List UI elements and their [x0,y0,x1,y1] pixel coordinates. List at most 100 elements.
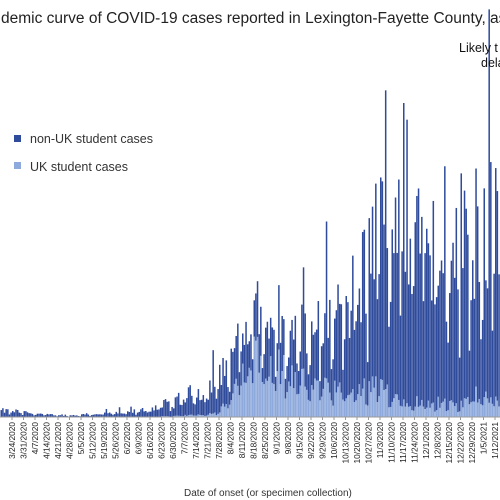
bar-uk-student [245,382,247,417]
bar-non-uk-student [266,321,269,381]
bar-non-uk-student [440,260,443,403]
bar-non-uk-student [25,411,27,417]
bar-non-uk-student [273,329,275,385]
bar-uk-student [437,396,440,417]
bar-uk-student [271,382,274,417]
bar-uk-student [435,410,438,417]
bar-non-uk-student [120,413,122,417]
bar-uk-student [361,388,364,417]
x-tick-label: 4/14/2020 [42,422,52,459]
bar-non-uk-student [89,415,91,417]
bar-non-uk-student [457,289,459,413]
bar-uk-student [337,386,339,417]
bar-uk-student [219,412,221,417]
bar-non-uk-student [370,273,372,393]
bar-uk-student [490,397,492,417]
bar-non-uk-student [452,242,454,403]
bar-uk-student [296,394,298,417]
bar-non-uk-student [427,243,430,401]
bar-non-uk-student [412,286,415,411]
bar-non-uk-student [2,408,4,417]
bar-non-uk-student [302,267,305,369]
bar-non-uk-student [115,411,118,417]
bar-non-uk-student [265,327,267,379]
bar-non-uk-student [358,288,361,385]
bar-non-uk-student [237,323,239,386]
bar-uk-student [457,412,459,417]
x-tick-label: 6/30/2020 [168,422,178,459]
bar-non-uk-student [391,229,394,402]
bar-non-uk-student [36,413,39,417]
bar-uk-student [261,382,264,417]
bar-non-uk-student [227,387,229,409]
bar-non-uk-student [135,414,137,417]
bar-uk-student [473,401,476,417]
bar-non-uk-student [100,414,103,417]
bar-non-uk-student [473,298,476,402]
bar-uk-student [491,403,494,417]
bar-uk-student [375,376,377,417]
bar-non-uk-student [77,415,80,417]
bar-non-uk-student [432,200,435,403]
bar-non-uk-student [181,404,183,417]
bar-non-uk-student [138,411,141,417]
bar-uk-student [187,415,190,417]
bar-non-uk-student [416,196,418,397]
bar-uk-student [263,384,265,417]
bar-uk-student [302,368,305,417]
bar-non-uk-student [196,397,198,416]
bar-uk-student [334,380,336,417]
annotation-line-1: Likely t [459,41,498,55]
bar-non-uk-student [353,329,356,403]
bar-uk-student [197,414,200,417]
bar-uk-student [407,406,410,417]
bar-non-uk-student [312,334,315,390]
bar-non-uk-student [245,321,247,383]
x-tick-label: 4/21/2020 [53,422,63,459]
bar-uk-student [465,398,467,417]
bar-non-uk-student [250,334,252,371]
bar-uk-student [327,382,329,417]
bar-uk-student [199,414,201,417]
bar-uk-student [442,401,444,417]
bar-uk-student [424,409,426,417]
bar-uk-student [476,402,479,417]
bar-uk-student [468,404,471,417]
bar-uk-student [383,389,385,417]
bar-non-uk-student [66,415,68,417]
bar-non-uk-student [128,411,131,417]
bar-non-uk-student [153,410,155,417]
bar-uk-student [357,394,359,417]
bar-non-uk-student [39,413,42,417]
bar-uk-student [237,385,239,417]
bar-non-uk-student [20,413,22,417]
bar-uk-student [358,384,361,417]
bar-non-uk-student [348,337,351,395]
bar-non-uk-student [184,402,187,415]
bar-non-uk-student [496,191,499,401]
bar-non-uk-student [92,414,95,417]
bar-non-uk-student [296,363,298,395]
x-tick-label: 9/1/2020 [272,422,282,455]
bar-non-uk-student [204,402,206,416]
bar-uk-student [458,411,461,417]
bar-non-uk-student [288,357,290,382]
bar-uk-student [268,376,270,417]
legend-swatch-non-uk [14,135,21,142]
bar-non-uk-student [74,415,76,417]
bar-non-uk-student [498,274,500,407]
bar-non-uk-student [146,412,149,417]
bar-non-uk-student [199,400,201,415]
bar-non-uk-student [210,392,213,414]
bar-non-uk-student [23,411,26,417]
bar-non-uk-student [360,322,362,397]
bar-uk-student [403,399,405,417]
bar-non-uk-student [399,315,402,406]
x-tick-label: 1/12/2021 [490,422,500,459]
bar-uk-student [200,415,203,417]
bar-uk-student [486,398,489,417]
bar-uk-student [338,382,341,417]
bar-non-uk-student [107,413,109,417]
bar-uk-student [330,400,333,417]
bar-uk-student [452,402,454,417]
